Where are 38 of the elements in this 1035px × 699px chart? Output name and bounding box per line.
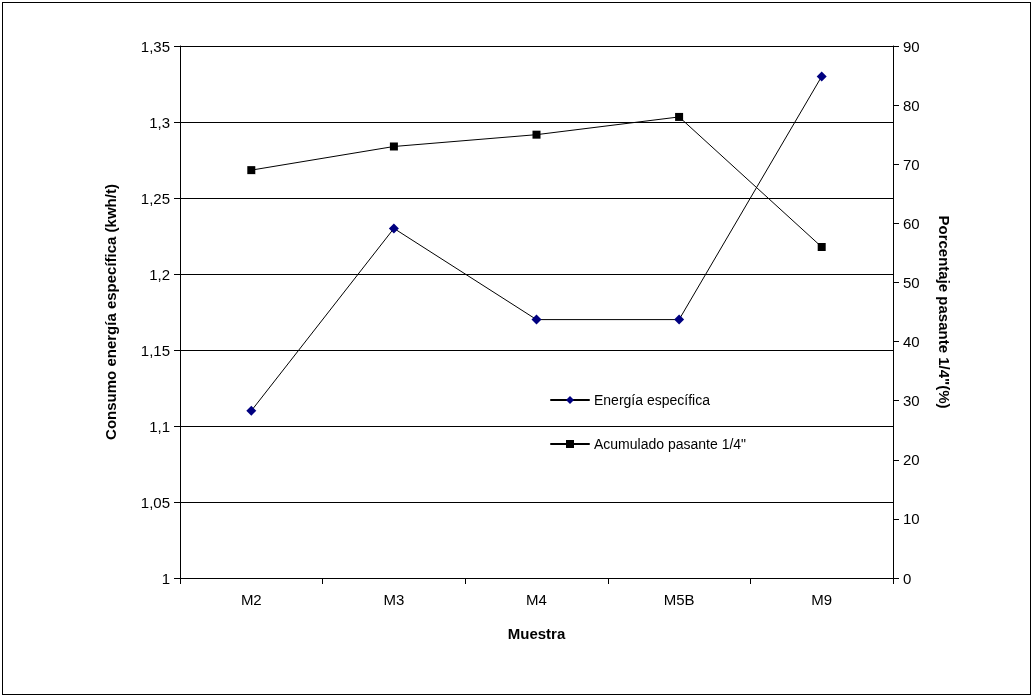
point	[246, 405, 257, 416]
y2-tick-label: 90	[903, 37, 920, 55]
y-tick-label: 1,3	[149, 113, 170, 131]
x-axis-title: Muestra	[507, 625, 566, 642]
x-tick-label: M4	[526, 591, 547, 608]
y-tick-label: 1,15	[140, 341, 170, 359]
x-tick-label: M5B	[663, 591, 695, 608]
y2-axis-title: Porcentaje pasante 1/4"(%)	[936, 215, 953, 409]
legend-label: Acumulado pasante 1/4"	[594, 436, 747, 452]
y-tick-label: 1,25	[140, 189, 170, 207]
y2-tick-label: 40	[903, 333, 920, 351]
point	[388, 223, 399, 234]
y2-tick-label: 80	[903, 96, 920, 114]
y2-tick-label: 20	[903, 451, 920, 469]
point	[531, 314, 542, 325]
x-tick-label: M3	[383, 591, 405, 608]
legend-label: Energía específica	[594, 392, 711, 408]
y-tick-label: 1,05	[140, 493, 170, 511]
point	[817, 242, 826, 251]
y2-tick-label: 50	[903, 273, 920, 291]
x-tick-label: M2	[240, 591, 262, 608]
y2-tick-label: 10	[903, 510, 920, 528]
y2-tick-label: 60	[903, 214, 920, 232]
y-tick-label: 1,2	[149, 265, 170, 283]
point	[675, 112, 684, 121]
y2-tick-label: 30	[903, 392, 920, 410]
point	[816, 71, 827, 82]
point	[389, 142, 398, 151]
y2-tick-label: 0	[903, 569, 912, 587]
y-tick-label: 1	[161, 569, 170, 587]
x-tick-label: M9	[811, 591, 833, 608]
point	[247, 166, 256, 175]
y-tick-label: 1,1	[149, 417, 170, 435]
y2-tick-label: 70	[903, 155, 920, 173]
point	[674, 314, 685, 325]
y-axis-title: Consumo energía específica (kwh/t)	[102, 184, 119, 440]
y-tick-label: 1,35	[140, 37, 170, 55]
point	[532, 130, 541, 139]
